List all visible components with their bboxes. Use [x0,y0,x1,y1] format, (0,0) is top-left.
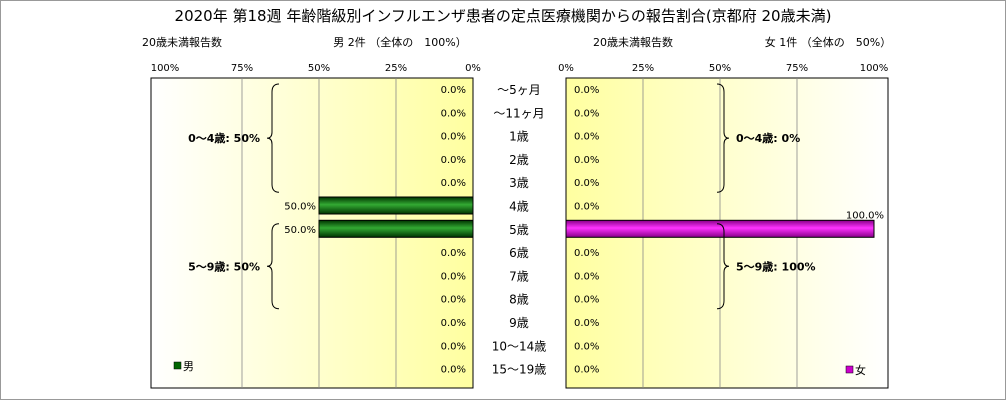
data-label: 0.0% [441,271,466,282]
data-label: 0.0% [441,108,466,119]
category-label: ～5ヶ月 [497,83,541,97]
data-label: 0.0% [574,341,599,352]
data-label: 0.0% [441,155,466,166]
data-label: 0.0% [574,85,599,96]
right-header-count-label: 20歳未満報告数 [593,36,673,49]
data-label: 0.0% [441,318,466,329]
category-label: 1歳 [509,130,529,144]
female-axis-ticks: 0% 25% 50% 75% 100% [558,63,888,74]
data-label: 0.0% [441,341,466,352]
male-legend-swatch [173,361,182,370]
male-tick-label: 100% [151,63,180,74]
female-header: 女 1件 （全体の 50%） [765,35,891,49]
data-label: 100.0% [846,210,884,221]
female-bars [565,219,875,238]
male-tick-label: 25% [385,63,407,74]
female-tick-label: 0% [558,63,574,74]
data-label: 50.0% [284,225,316,236]
male-header: 男 2件 （全体の 100%） [333,35,466,49]
category-label: 9歳 [509,316,529,330]
group-brace [716,223,730,310]
male-tick-label: 0% [465,63,481,74]
data-label: 0.0% [574,178,599,189]
data-label: 0.0% [441,132,466,143]
data-label: 0.0% [574,108,599,119]
data-label: 0.0% [574,318,599,329]
category-label: 7歳 [509,269,529,283]
group-brace [266,223,280,310]
female-legend-label: 女 [855,363,866,377]
group-label: 5～9歳: 50% [188,259,260,273]
data-label: 0.0% [574,248,599,259]
female-tick-label: 25% [632,63,654,74]
category-label: ～11ヶ月 [493,106,544,120]
female-data-labels: 0.0% 0.0% 0.0% 0.0% 0.0% 0.0% 100.0% 0.0% 0.0% 0.… [574,85,884,376]
male-group-annotations: 0～4歳: 50% 5～9歳: 50% [188,83,280,310]
male-tick-label: 75% [231,63,253,74]
category-label: 15～19歳 [492,363,547,377]
data-label: 0.0% [441,248,466,259]
male-tick-label: 50% [308,63,330,74]
data-label: 0.0% [441,365,466,376]
female-legend-swatch [845,365,854,374]
female-tick-label: 50% [709,63,731,74]
data-label: 0.0% [574,271,599,282]
group-brace [266,83,280,193]
data-label: 0.0% [441,178,466,189]
male-legend-label: 男 [183,360,194,373]
data-label: 0.0% [574,365,599,376]
data-label: 0.0% [574,202,599,213]
category-label: 5歳 [509,223,529,237]
data-label: 0.0% [441,85,466,96]
bar [318,196,474,215]
category-label: 10～14歳 [492,339,547,353]
female-tick-label: 75% [786,63,808,74]
group-label: 5～9歳: 100% [736,259,816,273]
data-label: 0.0% [574,155,599,166]
bar [565,219,875,238]
category-label: 3歳 [509,176,529,190]
group-brace [716,83,730,193]
female-group-annotations: 0～4歳: 0% 5～9歳: 100% [716,83,816,310]
group-label: 0～4歳: 0% [736,131,800,145]
data-label: 50.0% [284,202,316,213]
data-label: 0.0% [441,295,466,306]
data-label: 0.0% [574,132,599,143]
male-axis-ticks: 100% 75% 50% 25% 0% [151,63,481,74]
category-labels: ～5ヶ月 ～11ヶ月 1歳 2歳 3歳 4歳 5歳 6歳 7歳 8歳 9歳 10～14歳 15～19歳 [492,83,547,377]
chart-title: 2020年 第18週 年齢階級別インフルエンザ患者の定点医療機関からの報告割合(… [175,7,832,25]
male-data-labels: 0.0% 0.0% 0.0% 0.0% 0.0% 50.0% 50.0% 0.0% 0.0% 0.… [284,85,466,376]
bar [318,219,474,238]
male-bars [318,196,474,238]
group-label: 0～4歳: 50% [188,131,260,145]
category-label: 4歳 [509,200,529,214]
left-header-count-label: 20歳未満報告数 [142,36,222,49]
category-label: 6歳 [509,246,529,260]
category-label: 2歳 [509,153,529,167]
category-label: 8歳 [509,293,529,307]
female-tick-label: 100% [860,63,889,74]
data-label: 0.0% [574,295,599,306]
